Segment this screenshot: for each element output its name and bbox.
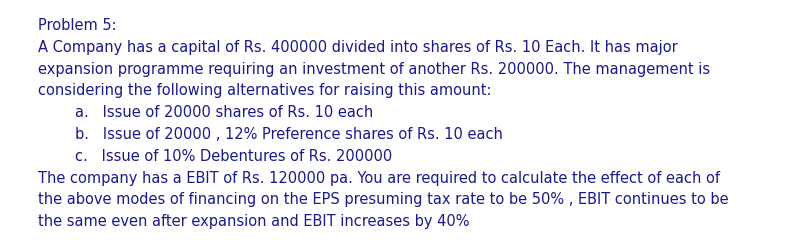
Text: a.   Issue of 20000 shares of Rs. 10 each: a. Issue of 20000 shares of Rs. 10 each [75, 105, 373, 120]
Text: considering the following alternatives for raising this amount:: considering the following alternatives f… [38, 83, 492, 98]
Text: b.   Issue of 20000 , 12% Preference shares of Rs. 10 each: b. Issue of 20000 , 12% Preference share… [75, 127, 503, 142]
Text: expansion programme requiring an investment of another Rs. 200000. The managemen: expansion programme requiring an investm… [38, 61, 710, 77]
Text: A Company has a capital of Rs. 400000 divided into shares of Rs. 10 Each. It has: A Company has a capital of Rs. 400000 di… [38, 40, 678, 55]
Text: c.   Issue of 10% Debentures of Rs. 200000: c. Issue of 10% Debentures of Rs. 200000 [75, 149, 392, 164]
Text: Problem 5:: Problem 5: [38, 18, 117, 33]
Text: the above modes of financing on the EPS presuming tax rate to be 50% , EBIT cont: the above modes of financing on the EPS … [38, 192, 729, 208]
Text: the same even after expansion and EBIT increases by 40%: the same even after expansion and EBIT i… [38, 214, 469, 229]
Text: The company has a EBIT of Rs. 120000 pa. You are required to calculate the effec: The company has a EBIT of Rs. 120000 pa.… [38, 171, 720, 186]
